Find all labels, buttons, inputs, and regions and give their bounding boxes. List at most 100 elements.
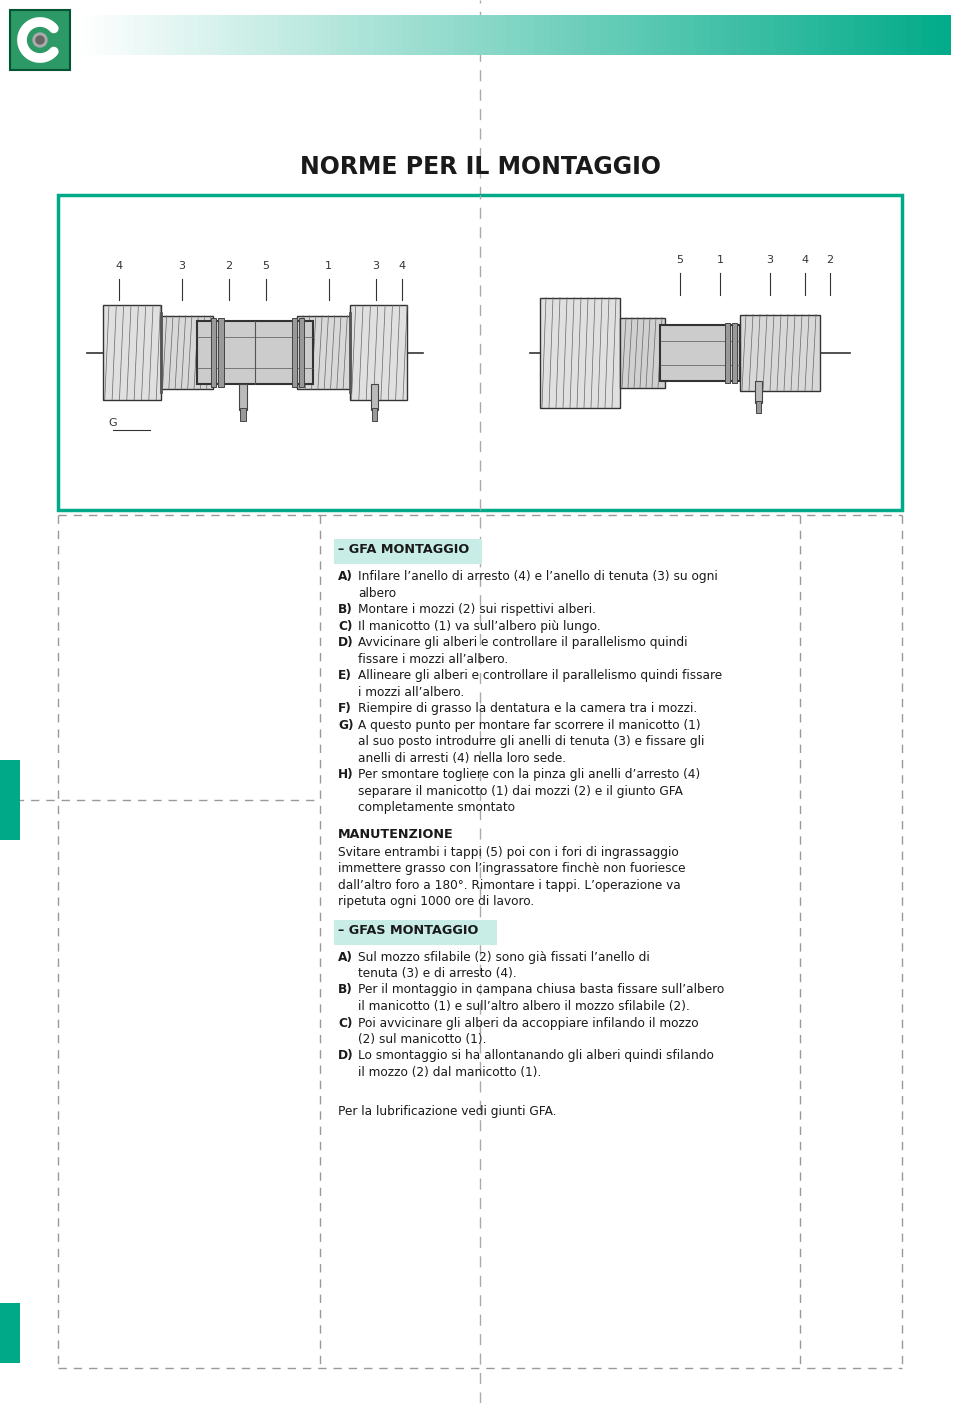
- Bar: [870, 15, 878, 55]
- Circle shape: [36, 36, 44, 43]
- Bar: [206, 15, 214, 55]
- Bar: [811, 15, 820, 55]
- Bar: [782, 15, 791, 55]
- Text: 3: 3: [766, 254, 774, 265]
- Bar: [411, 15, 419, 55]
- Text: A): A): [338, 950, 353, 964]
- Bar: [323, 15, 331, 55]
- Text: 1: 1: [716, 254, 724, 265]
- Bar: [75, 15, 84, 55]
- Text: 5: 5: [262, 261, 269, 271]
- Bar: [789, 15, 798, 55]
- Text: albero: albero: [358, 586, 396, 599]
- Bar: [527, 15, 536, 55]
- Text: 2: 2: [827, 254, 833, 265]
- Bar: [446, 15, 455, 55]
- Text: Per il montaggio in campana chiusa basta fissare sull’albero: Per il montaggio in campana chiusa basta…: [358, 984, 724, 996]
- Bar: [374, 15, 382, 55]
- Bar: [250, 15, 258, 55]
- Text: Poi avvicinare gli alberi da accoppiare infilando il mozzo: Poi avvicinare gli alberi da accoppiare …: [358, 1017, 699, 1030]
- Bar: [468, 15, 477, 55]
- Bar: [58, 195, 902, 511]
- Text: 1: 1: [325, 261, 332, 271]
- Bar: [367, 15, 375, 55]
- Bar: [892, 15, 900, 55]
- Bar: [418, 15, 426, 55]
- Bar: [235, 15, 244, 55]
- Text: Il manicotto (1) va sull’albero più lungo.: Il manicotto (1) va sull’albero più lung…: [358, 620, 601, 633]
- Bar: [10, 10, 70, 70]
- Bar: [756, 400, 761, 412]
- Bar: [197, 321, 313, 384]
- Bar: [432, 15, 441, 55]
- Bar: [513, 15, 520, 55]
- Bar: [170, 15, 179, 55]
- Text: 4: 4: [398, 261, 405, 271]
- Bar: [746, 15, 755, 55]
- Bar: [381, 15, 390, 55]
- Bar: [228, 15, 236, 55]
- Text: 3: 3: [178, 261, 185, 271]
- Bar: [914, 15, 922, 55]
- Bar: [600, 15, 609, 55]
- Bar: [571, 15, 579, 55]
- Bar: [855, 15, 863, 55]
- Bar: [906, 15, 915, 55]
- Bar: [389, 15, 396, 55]
- Bar: [239, 384, 247, 410]
- Bar: [725, 323, 730, 383]
- Text: al suo posto introdurre gli anelli di tenuta (3) e fissare gli: al suo posto introdurre gli anelli di te…: [358, 735, 705, 748]
- Bar: [740, 314, 820, 390]
- Bar: [300, 318, 304, 387]
- Bar: [140, 15, 149, 55]
- Bar: [833, 15, 842, 55]
- Bar: [177, 15, 185, 55]
- Bar: [620, 317, 665, 387]
- Text: ripetuta ogni 1000 ore di lavoro.: ripetuta ogni 1000 ore di lavoro.: [338, 895, 534, 908]
- Bar: [586, 15, 593, 55]
- Bar: [257, 15, 266, 55]
- Bar: [841, 15, 849, 55]
- Bar: [218, 318, 224, 387]
- Bar: [403, 15, 412, 55]
- Bar: [738, 15, 747, 55]
- Bar: [884, 15, 893, 55]
- Bar: [644, 15, 652, 55]
- Bar: [848, 15, 856, 55]
- Bar: [556, 15, 564, 55]
- Circle shape: [33, 34, 47, 46]
- Bar: [702, 15, 710, 55]
- Bar: [279, 15, 287, 55]
- Text: dall’altro foro a 180°. Rimontare i tappi. L’operazione va: dall’altro foro a 180°. Rimontare i tapp…: [338, 878, 681, 891]
- Bar: [592, 15, 601, 55]
- Bar: [162, 15, 171, 55]
- Bar: [359, 15, 368, 55]
- Text: completamente smontato: completamente smontato: [358, 801, 515, 814]
- Text: NORME PER IL MONTAGGIO: NORME PER IL MONTAGGIO: [300, 154, 660, 180]
- Text: D): D): [338, 1049, 353, 1062]
- Bar: [334, 539, 482, 564]
- Text: A questo punto per montare far scorrere il manicotto (1): A questo punto per montare far scorrere …: [358, 718, 701, 731]
- Bar: [651, 15, 660, 55]
- Bar: [148, 15, 156, 55]
- Text: tenuta (3) e di arresto (4).: tenuta (3) e di arresto (4).: [358, 967, 516, 981]
- Bar: [272, 15, 280, 55]
- Bar: [899, 15, 907, 55]
- Text: H): H): [338, 767, 353, 781]
- Bar: [608, 15, 615, 55]
- Text: 5: 5: [677, 254, 684, 265]
- Bar: [292, 318, 297, 387]
- Bar: [371, 384, 378, 410]
- Bar: [213, 15, 222, 55]
- Bar: [126, 15, 134, 55]
- Bar: [345, 15, 353, 55]
- Bar: [440, 15, 448, 55]
- Bar: [286, 15, 295, 55]
- Bar: [83, 15, 90, 55]
- Bar: [243, 15, 251, 55]
- Bar: [754, 15, 761, 55]
- Text: Infilare l’anello di arresto (4) e l’anello di tenuta (3) su ogni: Infilare l’anello di arresto (4) e l’ane…: [358, 570, 718, 584]
- Bar: [338, 15, 346, 55]
- Bar: [660, 324, 740, 380]
- Bar: [349, 306, 407, 400]
